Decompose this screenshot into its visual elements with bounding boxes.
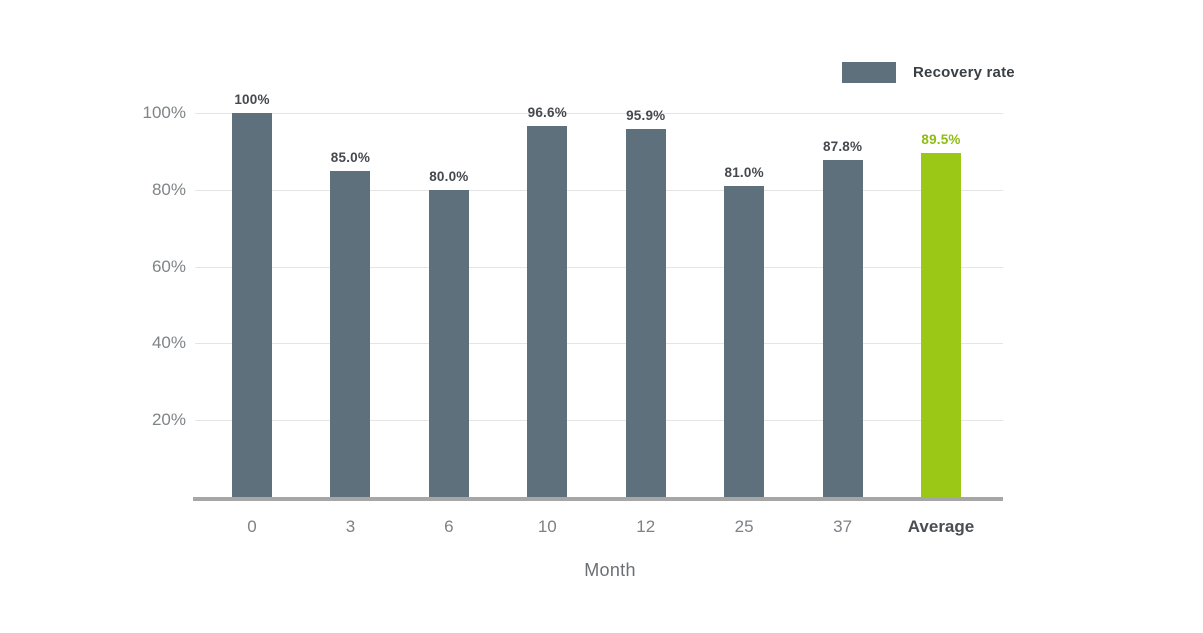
bar-value-label: 96.6% — [527, 105, 567, 121]
x-axis-labels: 0 3 6 10 12 25 37 Average — [195, 517, 1003, 541]
y-tick-label: 80% — [151, 179, 186, 199]
gridline — [195, 420, 1003, 422]
bar — [724, 185, 765, 497]
x-tick-label: 12 — [636, 517, 656, 536]
legend: Recovery rate — [842, 62, 1015, 83]
bar-value-label: 95.9% — [626, 107, 666, 123]
x-axis-line — [193, 497, 1003, 501]
x-axis-title: Month — [584, 560, 636, 580]
y-tick-label: 100% — [142, 103, 186, 122]
bar-value-label: 85.0% — [330, 149, 371, 165]
bar — [330, 170, 371, 497]
y-tick-label: 60% — [151, 256, 186, 276]
gridline — [195, 189, 1003, 191]
bar-value-label: 89.5% — [921, 132, 961, 148]
legend-label: Recovery rate — [913, 64, 1015, 81]
y-tick-label: 20% — [151, 410, 186, 430]
gridline — [195, 113, 1003, 114]
bar — [527, 126, 568, 497]
x-tick-label: 6 — [444, 517, 454, 536]
x-tick-label: 25 — [734, 517, 754, 536]
bar — [232, 113, 272, 497]
bar — [428, 189, 469, 497]
x-tick-label: 10 — [537, 517, 557, 536]
bar — [625, 128, 666, 497]
x-tick-label: 0 — [247, 517, 257, 536]
bar-value-label: 80.0% — [429, 168, 469, 184]
x-tick-label: 3 — [345, 517, 356, 536]
legend-swatch — [842, 62, 896, 83]
bar — [822, 159, 863, 497]
gridline — [195, 266, 1003, 268]
x-tick-label: 37 — [833, 517, 853, 536]
plot-area: 100% 85.0% 80.0% 96.6% 95.9% 81.0% 87.8% 89.5% — [195, 92, 1003, 497]
y-tick-label: 40% — [151, 333, 186, 353]
bar-average — [921, 153, 961, 497]
bar-value-label: 81.0% — [724, 164, 764, 180]
x-tick-label: Average — [907, 517, 975, 536]
bar-value-label: 100% — [234, 92, 270, 107]
bar-value-label: 87.8% — [822, 138, 863, 154]
gridline — [195, 343, 1003, 345]
